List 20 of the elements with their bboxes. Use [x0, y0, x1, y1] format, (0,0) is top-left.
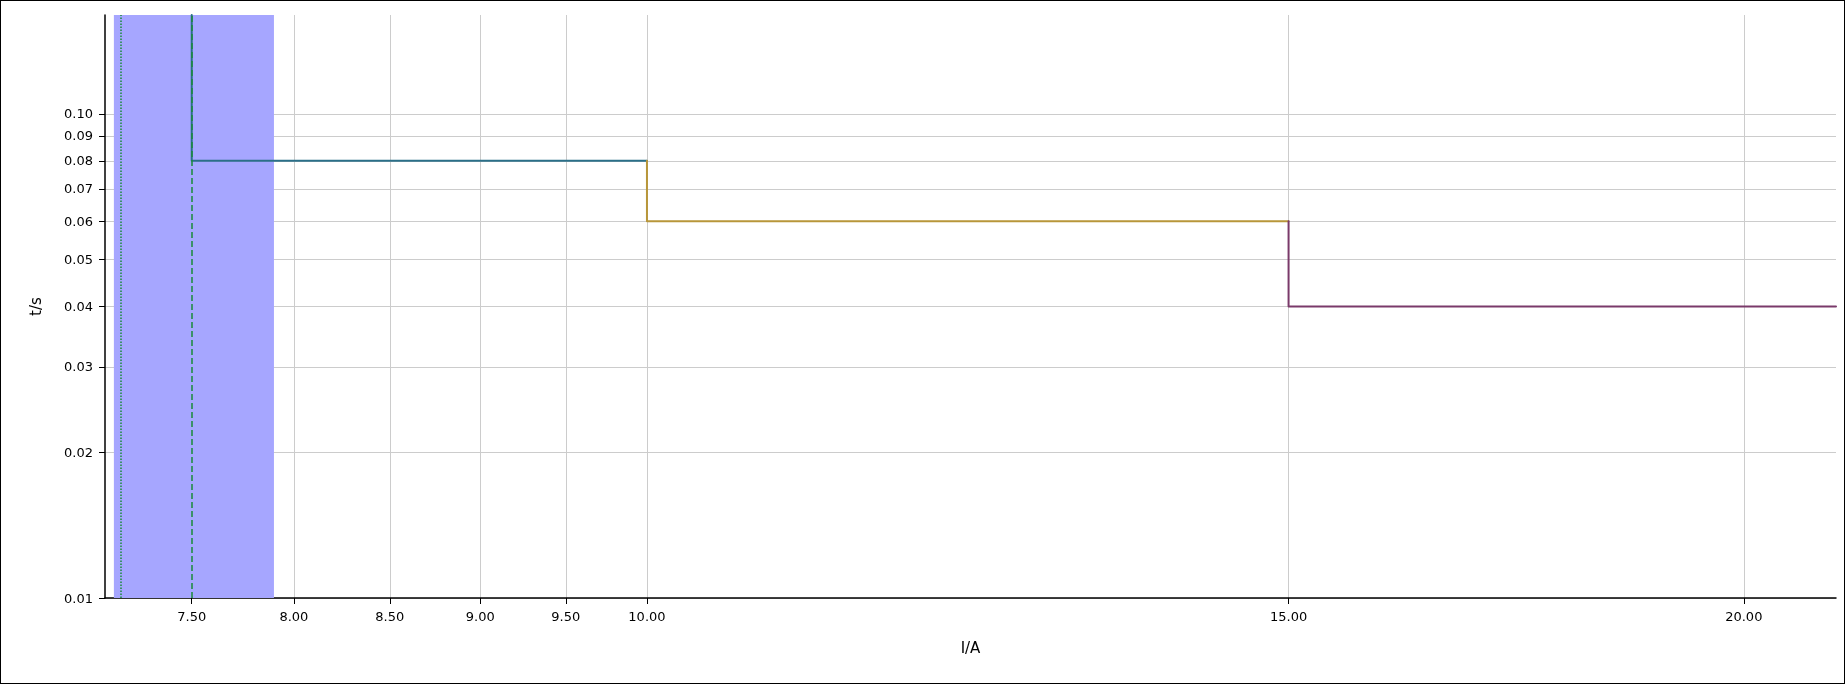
- y-tick-label: 0.09: [64, 128, 93, 144]
- y-tick-label: 0.06: [64, 213, 93, 229]
- x-tick-label: 7.50: [177, 609, 207, 624]
- y-tick-label: 0.07: [64, 181, 93, 197]
- x-axis-title: I/A: [960, 638, 982, 657]
- y-axis-title: t/s: [26, 296, 45, 316]
- y-tick-label: 0.02: [64, 444, 93, 460]
- x-tick-label: 10.00: [628, 609, 666, 624]
- y-tick-label: 0.03: [64, 359, 93, 375]
- y-tick-label: 0.08: [64, 153, 93, 169]
- x-tick-label: 9.50: [551, 609, 581, 624]
- x-tick-label: 20.00: [1725, 609, 1763, 624]
- y-tick-label: 0.05: [64, 252, 93, 268]
- x-tick-label: 9.00: [465, 609, 495, 624]
- x-tick-label: 8.00: [279, 609, 309, 624]
- y-tick-label: 0.01: [64, 590, 93, 606]
- y-tick-label: 0.10: [64, 106, 93, 122]
- x-tick-label: 15.00: [1269, 609, 1308, 624]
- x-tick-label: 8.50: [375, 609, 405, 624]
- y-tick-label: 0.04: [64, 299, 93, 314]
